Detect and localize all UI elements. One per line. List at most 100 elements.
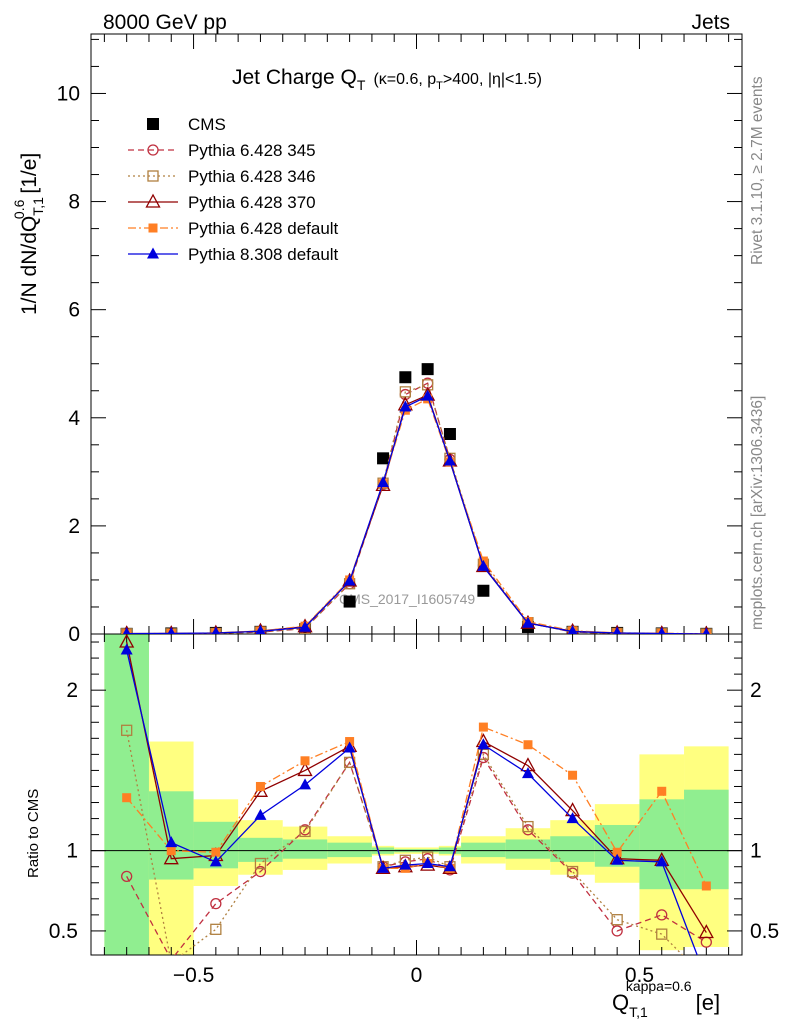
ratio-point <box>568 770 578 780</box>
data-point <box>443 428 456 440</box>
axis-tick-labels: −0.5 0 0.5 0 2 4 6 8 10 0.5 0.5 1 1 2 2 <box>49 82 779 987</box>
x-tick-label: −0.5 <box>173 964 214 987</box>
title-params: (κ=0.6, p <box>373 71 436 88</box>
series-line <box>126 641 707 933</box>
ylabel-sub: T,1 <box>30 197 46 216</box>
legend-item: Pythia 6.428 345 <box>128 141 316 160</box>
ratio-point <box>701 881 711 891</box>
ratio-point <box>477 738 490 750</box>
band-inner-bin <box>639 799 685 890</box>
ratio-point <box>421 857 434 869</box>
ratio-point <box>120 643 133 655</box>
band-inner-bin <box>282 839 328 859</box>
plot-title: Jet Charge QT (κ=0.6, pT>400, |η|<1.5) <box>232 66 542 93</box>
ratio-point <box>399 858 412 870</box>
ratio-point <box>656 909 668 921</box>
title-sub: T <box>357 77 366 93</box>
ratio-point <box>343 741 356 753</box>
data-point <box>443 454 456 466</box>
legend-marker <box>147 170 159 182</box>
data-point <box>377 452 390 465</box>
ratio-point <box>566 865 579 878</box>
xlabel-sub: T,1 <box>629 1004 648 1020</box>
band-inner-bin <box>550 836 595 862</box>
data-point <box>702 627 710 634</box>
analysis-watermark: CMS_2017_I1605749 <box>339 591 475 607</box>
title-params-sub: T <box>436 80 443 92</box>
data-point <box>421 363 434 376</box>
x-tick-label: 0.5 <box>625 964 654 987</box>
ratio-point <box>698 924 714 939</box>
title-params-rest: >400, |η|<1.5) <box>443 71 542 88</box>
legend-marker <box>148 223 158 233</box>
band-inner-bin <box>148 791 194 880</box>
ratio-point <box>521 767 534 779</box>
ratio-y-axis-label: Ratio to CMS <box>25 789 42 878</box>
series-line <box>126 756 707 955</box>
ratio-y-tick-label-right: 1 <box>750 840 762 863</box>
legend-label: Pythia 6.428 346 <box>188 167 316 186</box>
rivet-label: Rivet 3.1.10, ≥ 2.7M events <box>749 76 766 265</box>
data-point <box>477 584 490 597</box>
legend-marker <box>145 193 161 208</box>
ratio-point <box>612 847 622 857</box>
ratio-point <box>255 781 265 791</box>
ratio-point <box>210 897 222 910</box>
legend-item: CMS <box>147 115 226 134</box>
main-series <box>120 363 713 634</box>
legend-label: Pythia 8.308 default <box>188 245 339 264</box>
legend-label: Pythia 6.428 345 <box>188 141 316 160</box>
band-inner-bin <box>327 842 372 858</box>
ratio-point <box>254 865 267 878</box>
ratio-y-tick-label: 2 <box>66 679 78 702</box>
data-point <box>167 626 176 634</box>
legend-marker <box>147 247 159 259</box>
ratio-y-tick-label: 1 <box>66 840 78 863</box>
x-axis-label: QT,1 kappa=0.6[e] <box>612 978 720 1020</box>
data-point <box>567 625 578 634</box>
series-line <box>126 397 707 634</box>
band-inner-bin <box>461 842 506 858</box>
legend-label: Pythia 6.428 370 <box>188 193 316 212</box>
ratio-series-pythia-8-308-default <box>120 643 698 955</box>
ratio-point <box>656 928 668 940</box>
data-point <box>521 616 534 628</box>
data-point <box>343 595 356 608</box>
ratio-point <box>566 812 579 824</box>
legend-marker <box>147 118 159 130</box>
series-line <box>126 649 698 955</box>
ratio-y-tick-label: 0.5 <box>49 920 78 943</box>
ylabel-sup: 0.6 <box>11 199 27 219</box>
ratio-point <box>165 836 178 848</box>
ratio-point <box>121 724 133 736</box>
ratio-point <box>299 778 312 790</box>
ratio-point <box>377 861 390 873</box>
ratio-point <box>210 923 222 935</box>
ratio-point <box>477 748 490 761</box>
band-inner-bin <box>684 789 729 890</box>
title-main: Jet Charge Q <box>232 66 357 89</box>
xlabel-unit: [e] <box>696 990 720 1015</box>
ratio-series <box>119 634 714 955</box>
y-tick-label: 6 <box>68 299 80 322</box>
main-series-pythia-8-308-default <box>122 389 710 634</box>
legend-label: Pythia 6.428 default <box>188 219 339 238</box>
main-y-axis-label: 1/N dN/dQT,10.6 [1/e] <box>11 153 46 315</box>
ratio-point <box>611 925 623 937</box>
xlabel-sup: kappa=0.6 <box>626 978 692 994</box>
legend-item: Pythia 8.308 default <box>128 245 339 264</box>
ratio-point <box>166 846 176 856</box>
data-point <box>377 476 390 488</box>
ratio-point <box>209 855 222 867</box>
legend-label: CMS <box>188 115 226 134</box>
ratio-point <box>211 847 221 857</box>
y-tick-label: 4 <box>68 407 80 430</box>
series-line <box>126 726 707 887</box>
ratio-point <box>443 860 456 872</box>
ratio-y-tick-label-right: 0.5 <box>750 920 779 943</box>
y-tick-label: 8 <box>68 191 80 214</box>
ratio-point <box>523 740 533 750</box>
ratio-point <box>478 722 488 732</box>
category-label: Jets <box>691 11 730 34</box>
